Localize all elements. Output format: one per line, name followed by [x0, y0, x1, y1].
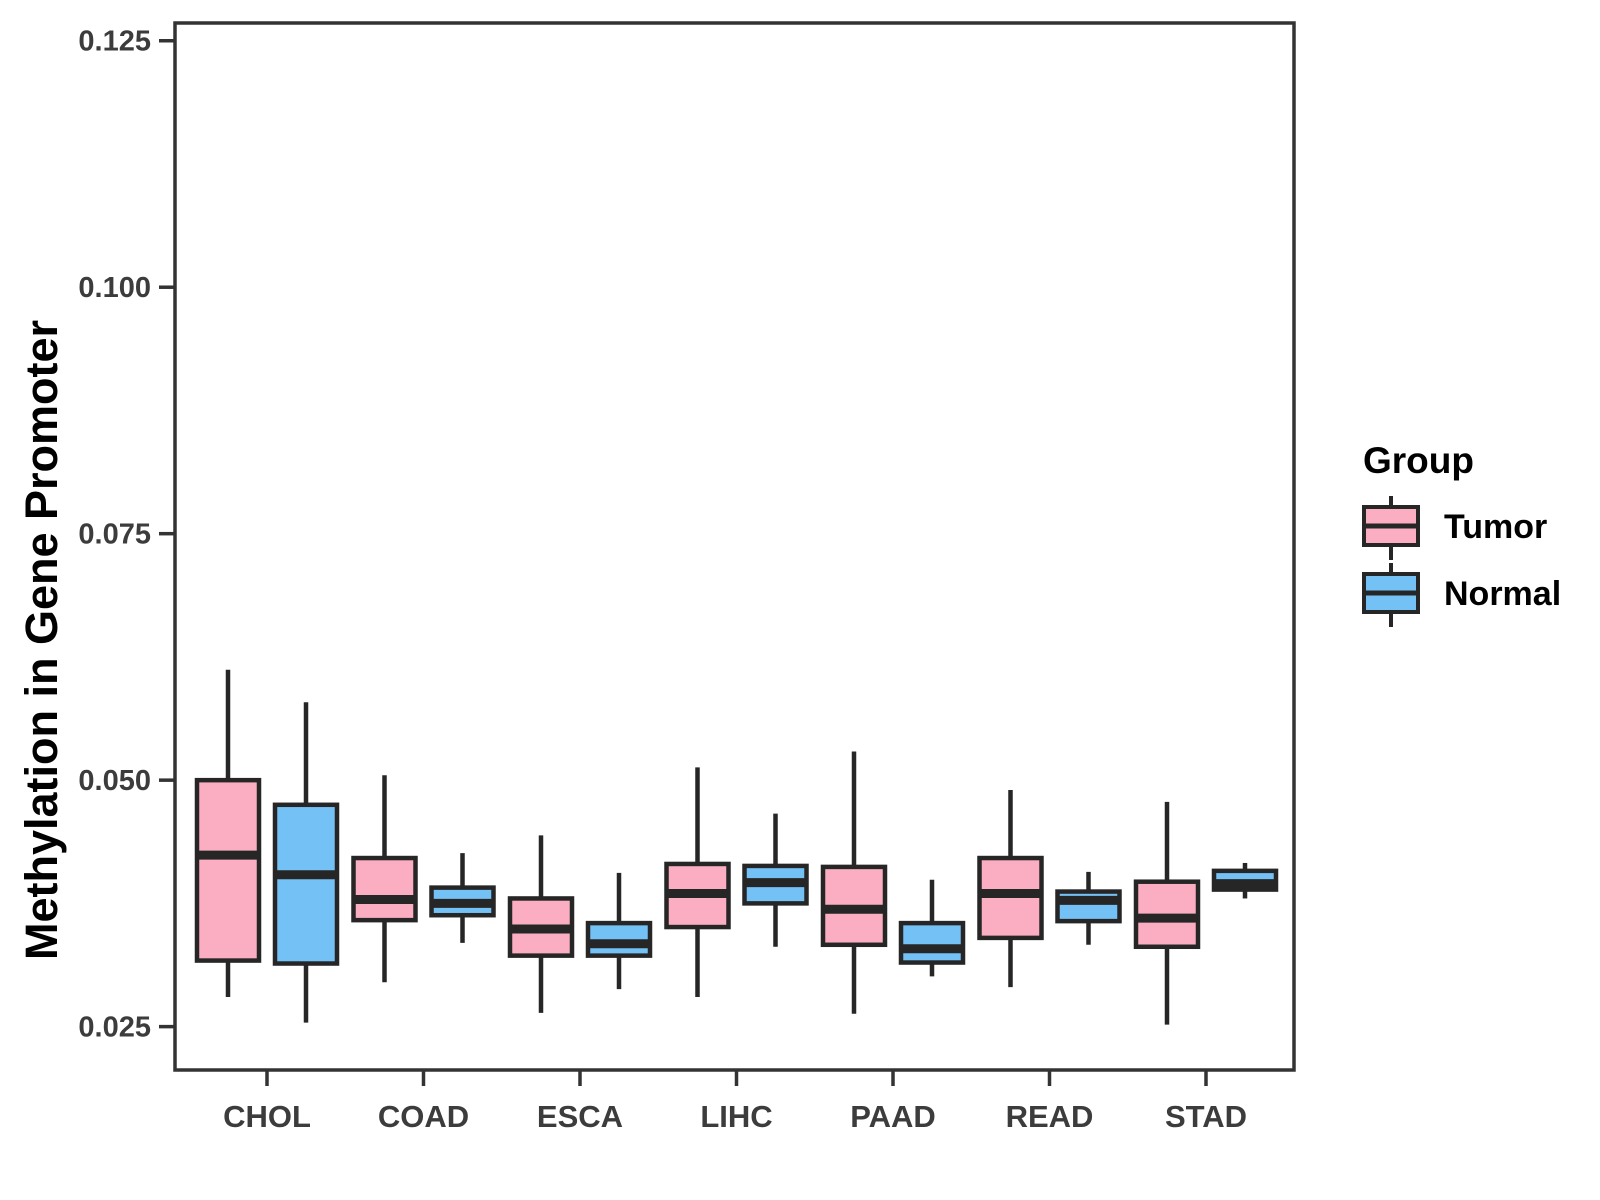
box [898, 920, 966, 965]
legend: Group Tumor Normal [1360, 440, 1561, 628]
x-tick-label: PAAD [850, 1099, 936, 1134]
legend-item-tumor: Tumor [1360, 494, 1561, 561]
boxplot-lihc-normal [742, 813, 809, 947]
x-tick-label: LIHC [700, 1099, 772, 1134]
legend-item-normal: Normal [1360, 561, 1561, 628]
boxplot-coad-normal [429, 853, 496, 943]
y-tick-label: 0.100 [78, 272, 151, 304]
y-axis-title: Methylation in Gene Promoter [16, 319, 67, 961]
x-tick-label: STAD [1165, 1099, 1247, 1134]
boxplot-esca-tumor [507, 835, 575, 1013]
y-tick-label: 0.125 [78, 26, 151, 58]
legend-title: Group [1363, 440, 1474, 481]
y-tick-label: 0.025 [78, 1012, 151, 1044]
boxplot-paad-tumor [820, 751, 888, 1014]
box [272, 802, 340, 966]
boxplot-lihc-tumor [664, 767, 731, 998]
box [194, 777, 262, 963]
boxplot-chol-normal [272, 702, 340, 1023]
boxplot-read-tumor [977, 790, 1044, 988]
boxplot-chol-tumor [194, 669, 262, 998]
y-tick-label: 0.050 [78, 765, 151, 797]
boxplot-read-normal [1055, 871, 1122, 945]
x-tick-label: READ [1006, 1099, 1094, 1134]
y-tick-label: 0.075 [78, 519, 151, 551]
box [351, 855, 418, 923]
boxplot-stad-tumor [1133, 801, 1201, 1025]
boxplot-paad-normal [898, 879, 966, 977]
legend-items: Tumor Normal [1360, 494, 1561, 628]
x-tick-label: ESCA [537, 1099, 623, 1134]
x-tick-label: CHOL [223, 1099, 311, 1134]
boxplot-stad-normal [1211, 862, 1279, 899]
panel-border [173, 21, 1296, 1072]
boxplot-esca-normal [585, 872, 653, 990]
legend-key-tumor-boxplot-icon [1362, 495, 1420, 560]
x-tick-label: COAD [378, 1099, 469, 1134]
legend-label-tumor: Tumor [1444, 508, 1548, 546]
boxplot-coad-tumor [351, 775, 418, 983]
legend-key-normal-boxplot-icon [1362, 562, 1420, 627]
legend-label-normal: Normal [1444, 575, 1562, 613]
